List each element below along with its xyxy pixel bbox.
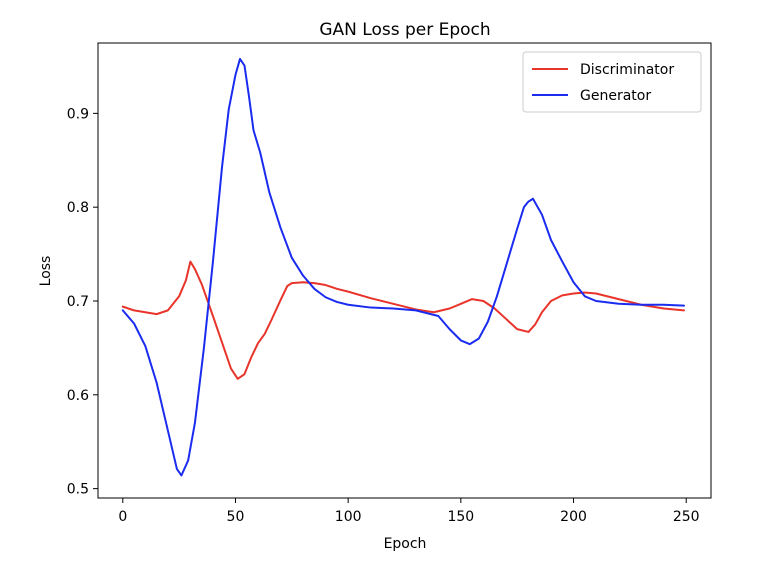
- x-tick-label: 250: [673, 509, 700, 525]
- legend: Discriminator Generator: [522, 51, 702, 113]
- legend-box: [522, 51, 702, 113]
- y-tick-label: 0.8: [67, 200, 89, 216]
- legend-label-discriminator: Discriminator: [580, 62, 674, 78]
- series-layer: [121, 57, 685, 477]
- x-axis: 0 50 100 150 200 250: [118, 498, 700, 525]
- x-tick-label: 100: [335, 509, 362, 525]
- y-tick-label: 0.9: [67, 106, 89, 122]
- y-tick-label: 0.7: [67, 294, 89, 310]
- x-tick-label: 150: [447, 509, 474, 525]
- x-axis-label: Epoch: [384, 536, 427, 552]
- y-tick-label: 0.5: [67, 482, 89, 498]
- y-axis-label: Loss: [38, 256, 54, 287]
- x-tick-label: 200: [560, 509, 587, 525]
- x-tick-label: 50: [227, 509, 245, 525]
- chart-title: GAN Loss per Epoch: [319, 20, 490, 40]
- y-tick-label: 0.6: [67, 388, 89, 404]
- series-line-discriminator: [121, 260, 685, 380]
- series-line-generator: [121, 57, 685, 477]
- plot-frame: [97, 42, 712, 499]
- y-axis: 0.5 0.6 0.7 0.8 0.9: [67, 106, 98, 498]
- x-tick-label: 0: [118, 509, 127, 525]
- legend-label-generator: Generator: [580, 88, 651, 104]
- plot-area: [98, 43, 711, 498]
